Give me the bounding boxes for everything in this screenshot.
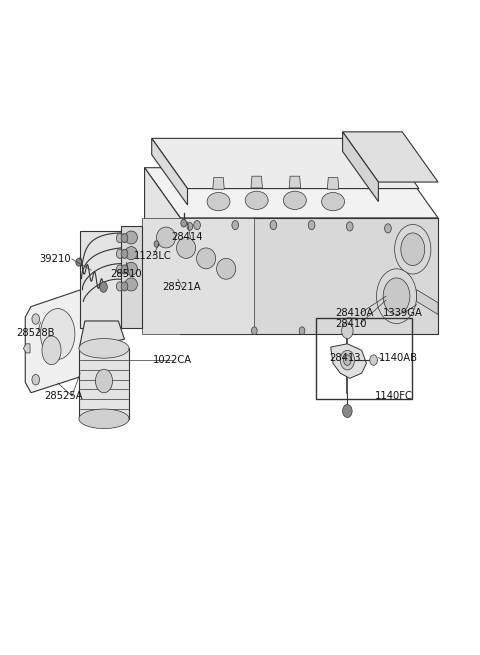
Polygon shape [327,178,339,189]
Polygon shape [120,227,142,328]
Circle shape [116,234,123,243]
Text: 1123LC: 1123LC [134,251,172,261]
Ellipse shape [79,409,129,428]
Text: 28413: 28413 [330,352,361,362]
Ellipse shape [125,278,137,291]
Circle shape [32,314,39,324]
Circle shape [347,222,353,231]
Text: 28528B: 28528B [17,328,55,338]
Text: 28410A: 28410A [336,308,374,318]
Circle shape [340,350,355,370]
Circle shape [370,355,377,365]
Circle shape [187,223,193,231]
Polygon shape [24,344,30,353]
Circle shape [308,221,315,230]
Polygon shape [343,132,438,182]
Circle shape [32,375,39,385]
Text: 28521A: 28521A [163,282,201,292]
Polygon shape [25,288,91,393]
Circle shape [121,250,128,258]
Circle shape [299,327,305,335]
Polygon shape [79,321,124,348]
Text: 28525A: 28525A [44,391,83,401]
Circle shape [270,221,277,230]
Circle shape [76,258,82,266]
Ellipse shape [125,247,137,259]
Polygon shape [144,168,438,218]
Ellipse shape [216,258,236,279]
Circle shape [116,265,123,274]
Text: 1140AB: 1140AB [378,352,418,362]
Polygon shape [213,178,224,189]
Ellipse shape [245,191,268,210]
Polygon shape [343,132,378,202]
Bar [316,318,412,400]
Ellipse shape [322,193,345,211]
Polygon shape [180,218,438,334]
Circle shape [384,224,391,233]
Text: 28414: 28414 [171,233,202,242]
Polygon shape [251,176,263,188]
Polygon shape [152,138,188,205]
Ellipse shape [125,231,137,244]
Ellipse shape [79,339,129,358]
Circle shape [116,250,123,258]
Circle shape [181,219,187,227]
Circle shape [100,282,108,292]
Circle shape [383,278,410,314]
Circle shape [121,282,128,291]
Circle shape [154,241,159,248]
Text: 28410: 28410 [336,318,367,329]
Text: 28510: 28510 [110,269,142,279]
Circle shape [96,369,113,393]
Polygon shape [417,290,438,314]
Circle shape [344,355,351,365]
Ellipse shape [125,262,137,275]
Polygon shape [79,348,129,419]
Polygon shape [289,176,300,188]
Polygon shape [144,168,180,334]
Circle shape [347,327,353,335]
Text: 1140FC: 1140FC [374,391,412,401]
Text: 1022CA: 1022CA [153,355,192,365]
Text: 1339GA: 1339GA [383,308,423,318]
Circle shape [252,327,257,335]
Polygon shape [152,138,419,189]
Circle shape [194,221,200,230]
Circle shape [232,221,239,230]
Ellipse shape [42,336,61,365]
Circle shape [121,265,128,274]
Circle shape [342,323,353,339]
Circle shape [343,404,352,417]
Polygon shape [80,231,123,328]
Ellipse shape [197,248,216,269]
Ellipse shape [283,191,306,210]
Ellipse shape [207,193,230,211]
Ellipse shape [40,309,75,360]
Circle shape [401,233,425,265]
Circle shape [376,269,417,324]
Polygon shape [331,344,366,379]
Polygon shape [142,218,254,334]
Circle shape [395,225,431,274]
Ellipse shape [156,227,176,248]
Text: 39210: 39210 [39,254,71,264]
Circle shape [121,234,128,243]
Circle shape [116,282,123,291]
Ellipse shape [177,238,196,258]
